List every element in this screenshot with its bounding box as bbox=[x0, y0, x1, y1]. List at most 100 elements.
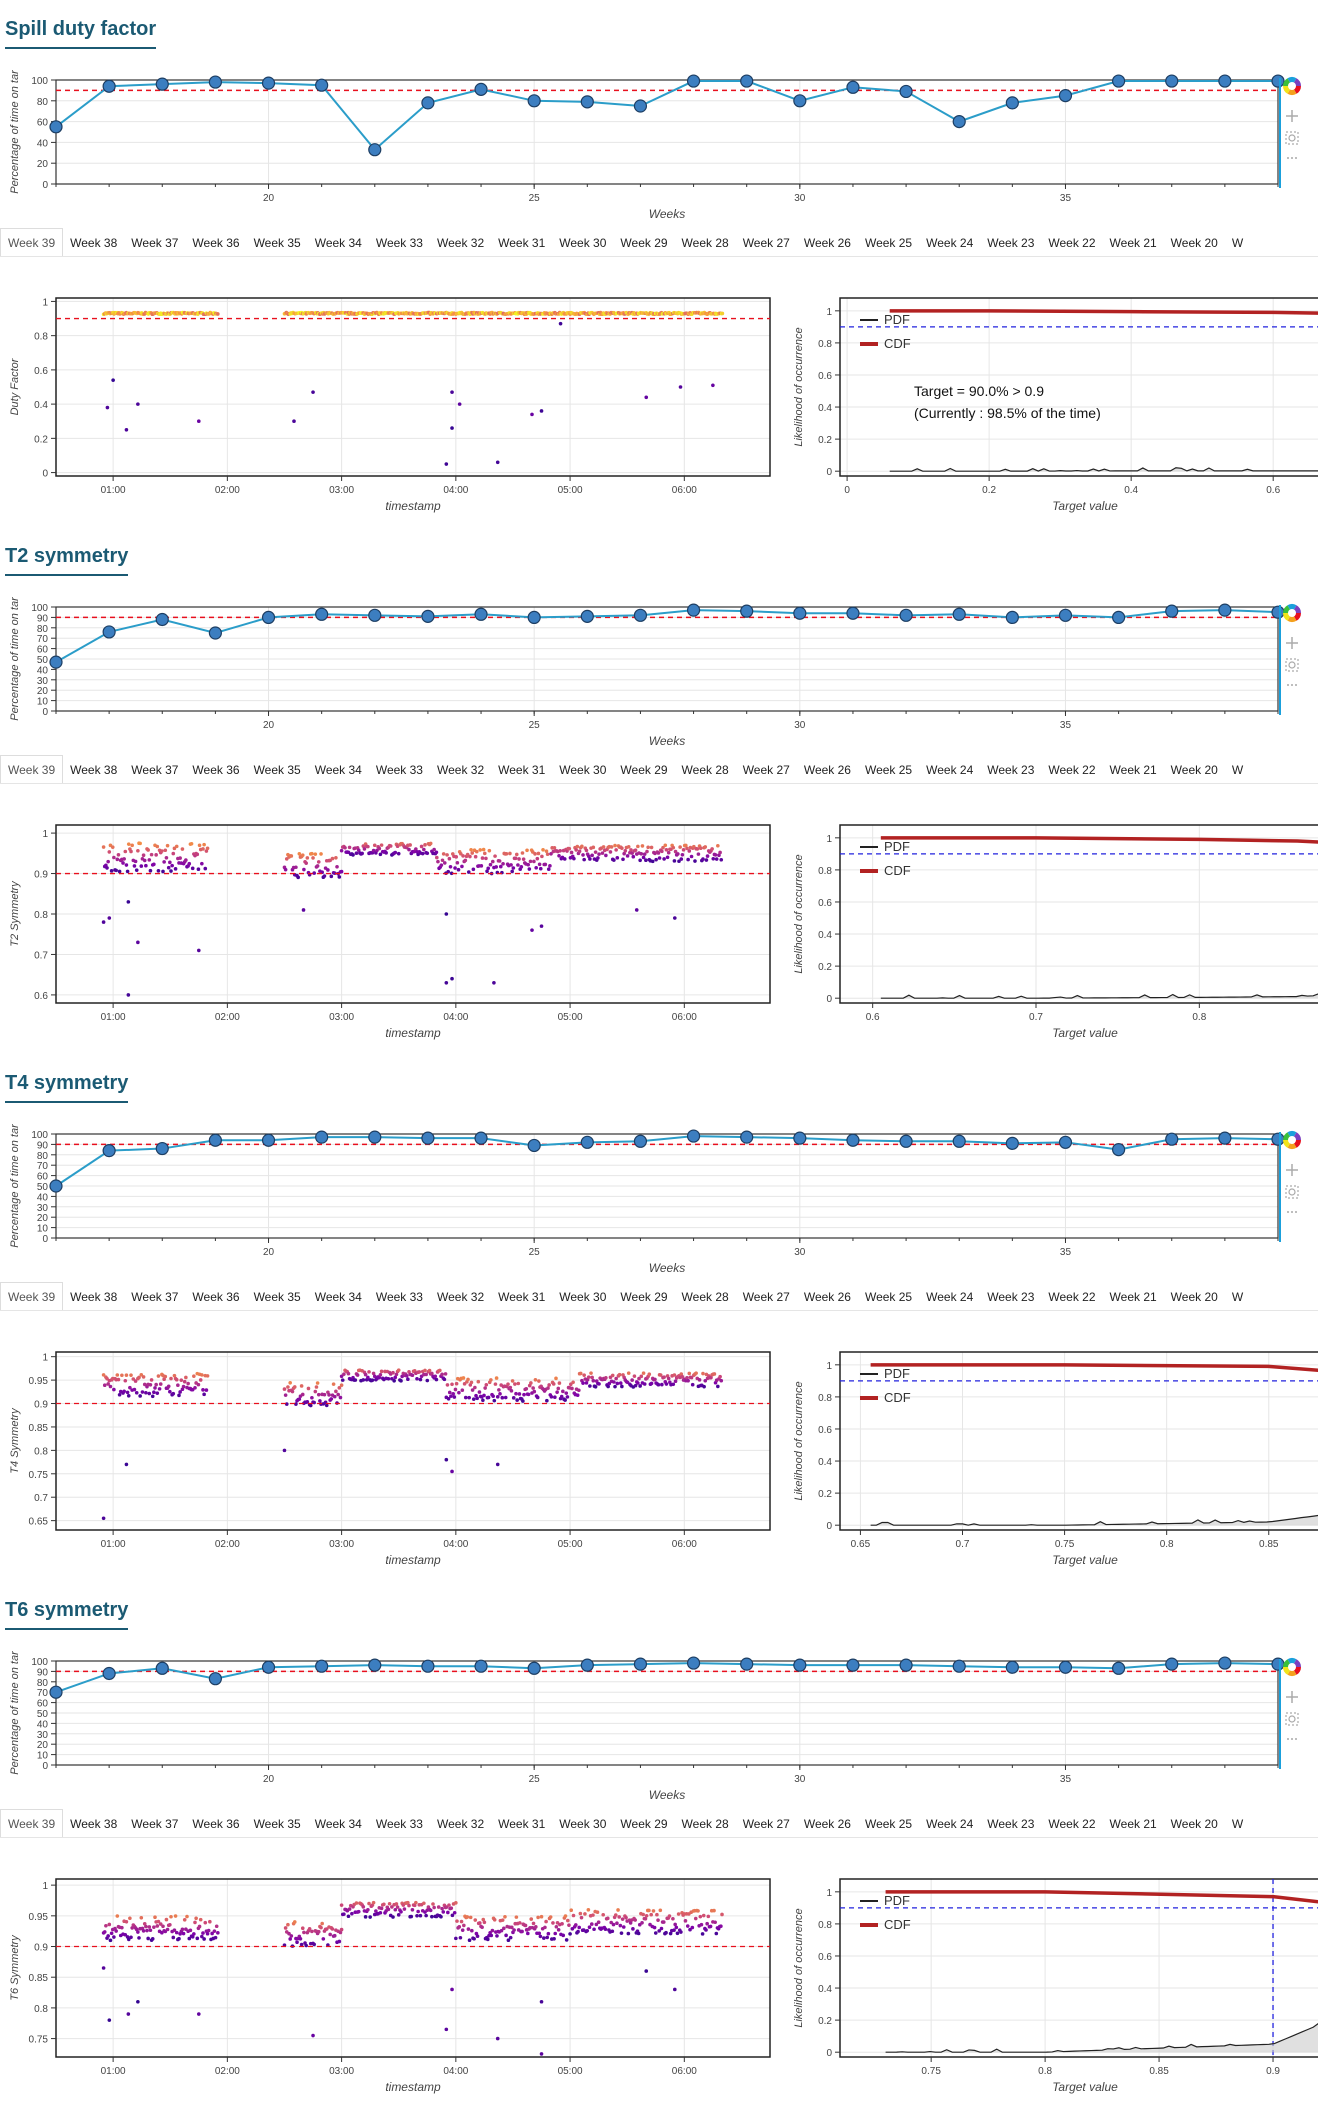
tab-week-24[interactable]: Week 24 bbox=[926, 763, 974, 777]
tab-week-23[interactable]: Week 23 bbox=[987, 1817, 1035, 1831]
weekly-point[interactable] bbox=[952, 607, 966, 621]
weekly-point[interactable] bbox=[793, 1131, 807, 1145]
weekly-point[interactable] bbox=[315, 78, 329, 92]
weekly-point[interactable] bbox=[633, 608, 648, 622]
color-wheel-icon[interactable] bbox=[1283, 1131, 1301, 1149]
weekly-point[interactable] bbox=[580, 1135, 594, 1149]
weekly-point[interactable] bbox=[1058, 608, 1073, 622]
tab-week-34[interactable]: Week 34 bbox=[314, 763, 362, 777]
tab-week-23[interactable]: Week 23 bbox=[987, 236, 1035, 250]
tab-week-22[interactable]: Week 22 bbox=[1048, 1817, 1096, 1831]
tab-week-32[interactable]: Week 32 bbox=[436, 1817, 485, 1831]
tab-w[interactable]: W bbox=[1231, 763, 1244, 777]
tab-week-21[interactable]: Week 21 bbox=[1109, 1817, 1157, 1831]
weekly-point[interactable] bbox=[421, 609, 435, 623]
weekly-point[interactable] bbox=[474, 607, 488, 621]
tab-week-37[interactable]: Week 37 bbox=[131, 1817, 179, 1831]
pan-icon[interactable] bbox=[1286, 110, 1298, 122]
weekly-point[interactable] bbox=[899, 1658, 913, 1672]
weekly-point[interactable] bbox=[899, 84, 913, 99]
wheel-zoom-icon[interactable] bbox=[1285, 1185, 1299, 1199]
tab-week-30[interactable]: Week 30 bbox=[559, 236, 607, 250]
tab-week-25[interactable]: Week 25 bbox=[864, 1817, 913, 1831]
tab-week-25[interactable]: Week 25 bbox=[864, 1290, 913, 1304]
weekly-point[interactable] bbox=[1218, 1131, 1232, 1145]
tab-week-31[interactable]: Week 31 bbox=[498, 763, 546, 777]
weekly-point[interactable] bbox=[686, 74, 701, 88]
weekly-point[interactable] bbox=[580, 95, 594, 109]
weekly-point[interactable] bbox=[261, 1133, 276, 1147]
tab-week-39[interactable]: Week 39 bbox=[0, 1282, 64, 1311]
weekly-point[interactable] bbox=[846, 1133, 860, 1147]
tab-week-36[interactable]: Week 36 bbox=[192, 763, 240, 777]
color-wheel-icon[interactable] bbox=[1283, 1658, 1301, 1676]
weekly-point[interactable] bbox=[368, 608, 382, 622]
more-icon[interactable] bbox=[1287, 684, 1297, 686]
tab-week-29[interactable]: Week 29 bbox=[620, 1290, 668, 1304]
weekly-point[interactable] bbox=[155, 77, 169, 91]
tab-week-26[interactable]: Week 26 bbox=[803, 236, 851, 250]
tab-week-38[interactable]: Week 38 bbox=[70, 236, 118, 250]
tab-week-23[interactable]: Week 23 bbox=[987, 763, 1035, 777]
tab-week-20[interactable]: Week 20 bbox=[1170, 1290, 1218, 1304]
weekly-point[interactable] bbox=[1005, 1660, 1019, 1674]
weekly-point[interactable] bbox=[421, 1659, 435, 1673]
tab-week-21[interactable]: Week 21 bbox=[1109, 1290, 1157, 1304]
tab-week-33[interactable]: Week 33 bbox=[375, 1290, 423, 1304]
weekly-point[interactable] bbox=[1165, 1132, 1179, 1146]
tab-week-32[interactable]: Week 32 bbox=[436, 1290, 485, 1304]
weekly-point[interactable] bbox=[846, 1658, 860, 1672]
weekly-point[interactable] bbox=[368, 1658, 382, 1672]
weekly-point[interactable] bbox=[1005, 96, 1019, 110]
tab-week-39[interactable]: Week 39 bbox=[0, 755, 64, 784]
tab-week-37[interactable]: Week 37 bbox=[131, 1290, 179, 1304]
weekly-point[interactable] bbox=[49, 120, 63, 134]
tab-week-24[interactable]: Week 24 bbox=[926, 236, 974, 250]
weekly-point[interactable] bbox=[633, 99, 648, 113]
weekly-point[interactable] bbox=[49, 1685, 63, 1699]
tab-week-28[interactable]: Week 28 bbox=[681, 1817, 729, 1831]
tab-week-38[interactable]: Week 38 bbox=[70, 763, 118, 777]
tab-week-28[interactable]: Week 28 bbox=[681, 763, 729, 777]
weekly-point[interactable] bbox=[952, 114, 966, 129]
color-wheel-icon[interactable] bbox=[1283, 77, 1301, 95]
tab-week-28[interactable]: Week 28 bbox=[681, 1290, 729, 1304]
weekly-point[interactable] bbox=[1058, 89, 1073, 103]
weekly-point[interactable] bbox=[474, 1659, 488, 1673]
tab-week-29[interactable]: Week 29 bbox=[620, 236, 668, 250]
tab-week-30[interactable]: Week 30 bbox=[559, 763, 607, 777]
weekly-point[interactable] bbox=[208, 1133, 222, 1147]
tab-week-34[interactable]: Week 34 bbox=[314, 1817, 362, 1831]
weekly-point[interactable] bbox=[208, 626, 222, 640]
weekly-point[interactable] bbox=[1112, 1661, 1126, 1675]
wheel-zoom-icon[interactable] bbox=[1285, 1712, 1299, 1726]
tab-week-36[interactable]: Week 36 bbox=[192, 1817, 240, 1831]
weekly-point[interactable] bbox=[102, 1144, 116, 1158]
weekly-point[interactable] bbox=[740, 74, 754, 88]
tab-week-29[interactable]: Week 29 bbox=[620, 763, 668, 777]
weekly-point[interactable] bbox=[1005, 1136, 1019, 1150]
pan-icon[interactable] bbox=[1286, 1691, 1298, 1703]
tab-week-27[interactable]: Week 27 bbox=[742, 1817, 790, 1831]
weekly-point[interactable] bbox=[1058, 1660, 1073, 1674]
tab-w[interactable]: W bbox=[1231, 1817, 1244, 1831]
weekly-point[interactable] bbox=[1165, 74, 1179, 88]
weekly-point[interactable] bbox=[580, 609, 594, 623]
wheel-zoom-icon[interactable] bbox=[1285, 658, 1299, 672]
weekly-point[interactable] bbox=[1271, 74, 1285, 88]
tab-week-25[interactable]: Week 25 bbox=[864, 763, 913, 777]
tab-week-34[interactable]: Week 34 bbox=[314, 1290, 362, 1304]
weekly-point[interactable] bbox=[527, 1138, 541, 1153]
tab-week-39[interactable]: Week 39 bbox=[0, 228, 64, 257]
weekly-point[interactable] bbox=[633, 1134, 648, 1148]
weekly-point[interactable] bbox=[1271, 1132, 1285, 1146]
tab-week-35[interactable]: Week 35 bbox=[253, 1290, 301, 1304]
tab-week-28[interactable]: Week 28 bbox=[681, 236, 729, 250]
weekly-point[interactable] bbox=[102, 79, 116, 93]
weekly-point[interactable] bbox=[846, 80, 860, 94]
tab-week-24[interactable]: Week 24 bbox=[926, 1817, 974, 1831]
weekly-point[interactable] bbox=[793, 606, 807, 620]
pan-icon[interactable] bbox=[1286, 1164, 1298, 1176]
weekly-point[interactable] bbox=[1112, 610, 1126, 624]
tab-week-33[interactable]: Week 33 bbox=[375, 1817, 423, 1831]
